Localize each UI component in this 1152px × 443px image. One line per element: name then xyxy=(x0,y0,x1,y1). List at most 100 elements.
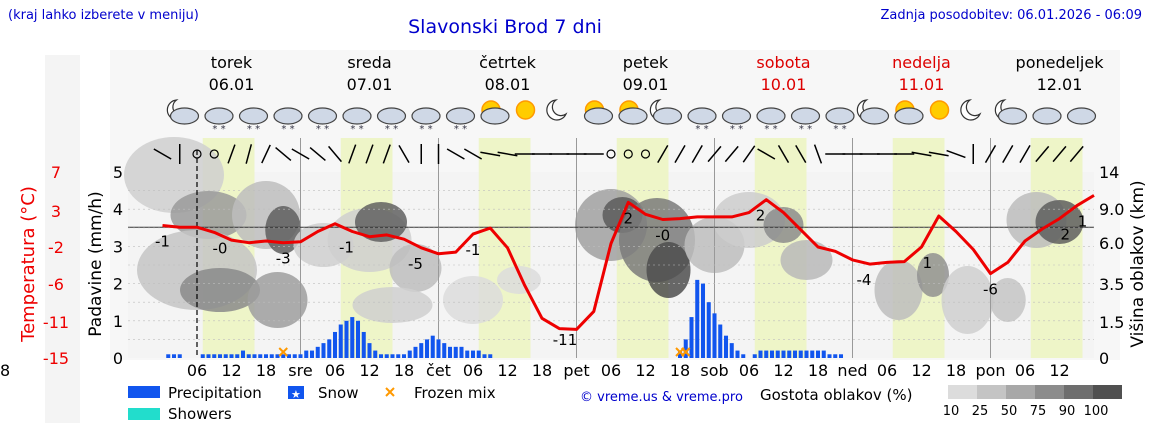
right-axis-label: Višina oblakov (km) xyxy=(1128,180,1148,347)
cloud-icon xyxy=(342,107,372,125)
cloud-density-label: 90 xyxy=(1059,404,1076,419)
left-tick-label: 0 xyxy=(113,349,123,368)
precipitation-bar xyxy=(206,354,211,358)
cloud-icon xyxy=(238,107,269,125)
sun-cloud-icon xyxy=(618,100,648,125)
temperature-value-label: -1 xyxy=(339,239,354,257)
cloud-density-patch xyxy=(941,266,994,334)
precipitation-bar xyxy=(792,350,798,358)
cloud-density-label: 50 xyxy=(1001,404,1018,419)
wind-barb xyxy=(327,145,343,163)
snow-legend: Snow xyxy=(318,384,358,402)
wind-barb xyxy=(1002,144,1014,164)
cloud-density-label: 100 xyxy=(1084,404,1109,419)
cloud-icon xyxy=(652,107,683,125)
region-menu-hint[interactable]: (kraj lahko izberete v meniju) xyxy=(8,8,199,23)
left-tick-label: 3 xyxy=(113,237,123,256)
x-tick-label: 06 xyxy=(739,361,759,380)
precipitation-bar xyxy=(315,346,320,358)
wind-barb xyxy=(153,148,172,160)
wind-barb xyxy=(1052,145,1067,163)
cloud-density-patch xyxy=(917,253,949,297)
day-date: 07.01 xyxy=(347,75,393,94)
precipitation-bar xyxy=(442,343,447,358)
cloud-snow-icon: * * xyxy=(445,107,476,135)
precipitation-bar xyxy=(677,350,683,358)
precipitation-bar xyxy=(706,302,711,358)
snow-star-icon: ★ xyxy=(291,388,301,401)
sun-icon xyxy=(515,100,536,120)
calm-wind-marker xyxy=(606,149,616,159)
temperature-tick-label: -6 xyxy=(48,275,64,294)
wind-barb xyxy=(757,148,776,160)
precipitation-bar xyxy=(275,354,280,358)
x-tick-label: 18 xyxy=(394,361,414,380)
precipitation-bar xyxy=(269,354,274,358)
sun-icon xyxy=(929,100,950,120)
precipitation-bar xyxy=(453,346,458,358)
x-tick-label: 06 xyxy=(325,361,345,380)
precipitation-bar xyxy=(683,339,688,358)
day-name: sreda xyxy=(347,53,391,72)
daylight-band-wind xyxy=(754,138,807,172)
wind-barb xyxy=(911,151,932,157)
sun-cloud-icon xyxy=(894,100,924,125)
cloud-icon xyxy=(687,107,717,125)
x-tick-label: sob xyxy=(700,361,728,380)
snow-swatch xyxy=(288,386,304,399)
wind-barb xyxy=(691,144,703,164)
temperature-value-label: 2 xyxy=(1060,226,1070,244)
x-tick-label: 12 xyxy=(773,361,793,380)
frozen-mix-legend: Frozen mix xyxy=(414,384,496,402)
cloud-density-patch xyxy=(180,268,260,312)
daylight-band-wind xyxy=(340,138,393,172)
cloud-density-patch xyxy=(247,272,308,328)
temperature-tick-label: -15 xyxy=(43,349,69,368)
cloud-density-patch xyxy=(989,278,1026,322)
precipitation-bar xyxy=(309,350,315,358)
x-tick-label: 18 xyxy=(670,361,690,380)
precipitation-bar xyxy=(407,350,412,358)
precipitation-bar xyxy=(758,350,763,358)
precipitation-bar xyxy=(838,354,844,358)
cloud-density-swatch xyxy=(948,385,977,399)
x-tick-label: pet xyxy=(563,361,589,380)
precipitation-bar xyxy=(810,350,815,358)
x-tick-label: 12 xyxy=(911,361,931,380)
moon-cloud-icon xyxy=(856,99,890,125)
cloud-icon xyxy=(790,107,821,125)
wind-barb xyxy=(795,144,807,164)
cloud-snow-icon: * * xyxy=(411,107,441,135)
cloud-density-patch xyxy=(646,242,691,298)
left-axis-label: Padavine (mm/h) xyxy=(86,191,106,336)
x-tick-label: 12 xyxy=(221,361,241,380)
precipitation-bar xyxy=(821,350,826,358)
cloud-icon xyxy=(859,107,890,125)
wind-barb xyxy=(348,144,357,164)
precipitation-bar xyxy=(240,350,246,358)
cloud-icon xyxy=(1066,107,1097,125)
calm-wind-marker xyxy=(192,149,202,159)
sun-icon xyxy=(515,100,536,120)
precipitation-bar xyxy=(781,350,786,358)
x-tick-label: 06 xyxy=(1015,361,1035,380)
left-tick-label: 2 xyxy=(113,275,123,294)
precipitation-bar xyxy=(217,354,223,358)
cloud-snow-icon: * * xyxy=(273,107,303,135)
precipitation-bar xyxy=(419,343,424,358)
cloud-snow-icon: * * xyxy=(342,107,372,135)
cloud-density-patch xyxy=(355,202,407,242)
wind-barb xyxy=(984,144,997,164)
cloud-icon xyxy=(445,107,476,125)
precipitation-bar xyxy=(332,331,338,358)
temperature-value-label: -6 xyxy=(983,281,998,299)
precipitation-bar xyxy=(223,354,228,358)
precipitation-bar xyxy=(200,354,205,358)
wind-barb xyxy=(446,148,465,160)
x-tick-label: 06 xyxy=(877,361,897,380)
cloud-icon xyxy=(721,107,752,125)
precipitation-bar xyxy=(252,354,257,358)
cloud-density-patch xyxy=(352,287,433,323)
x-tick-label: 12 xyxy=(359,361,379,380)
